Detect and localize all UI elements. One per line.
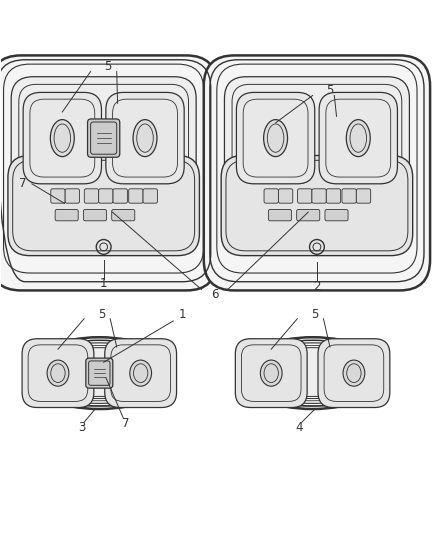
FancyBboxPatch shape (22, 339, 94, 408)
Text: 6: 6 (211, 288, 219, 301)
FancyBboxPatch shape (84, 189, 99, 203)
Ellipse shape (37, 348, 161, 399)
Text: 4: 4 (296, 421, 303, 434)
FancyBboxPatch shape (279, 189, 293, 203)
FancyBboxPatch shape (268, 209, 291, 221)
FancyBboxPatch shape (11, 77, 196, 204)
FancyBboxPatch shape (143, 189, 157, 203)
FancyBboxPatch shape (86, 358, 113, 388)
Text: 2: 2 (313, 280, 321, 293)
FancyBboxPatch shape (99, 189, 113, 203)
FancyBboxPatch shape (113, 189, 127, 203)
FancyBboxPatch shape (224, 77, 410, 204)
FancyBboxPatch shape (106, 92, 184, 184)
FancyBboxPatch shape (325, 209, 348, 221)
FancyBboxPatch shape (312, 189, 326, 203)
FancyBboxPatch shape (318, 339, 390, 408)
FancyBboxPatch shape (112, 209, 135, 221)
FancyBboxPatch shape (129, 189, 143, 203)
FancyBboxPatch shape (0, 55, 217, 290)
FancyBboxPatch shape (237, 92, 315, 184)
FancyBboxPatch shape (297, 189, 312, 203)
FancyBboxPatch shape (264, 189, 279, 203)
FancyBboxPatch shape (235, 339, 307, 408)
Ellipse shape (251, 348, 374, 399)
FancyBboxPatch shape (51, 189, 65, 203)
FancyBboxPatch shape (65, 189, 80, 203)
Ellipse shape (47, 360, 69, 386)
Text: 3: 3 (78, 421, 85, 434)
Text: 5: 5 (326, 84, 334, 96)
FancyBboxPatch shape (83, 209, 106, 221)
Ellipse shape (264, 119, 288, 157)
Text: 5: 5 (104, 60, 112, 73)
Ellipse shape (50, 119, 74, 157)
FancyBboxPatch shape (221, 156, 413, 256)
Text: 5: 5 (311, 308, 318, 321)
Ellipse shape (130, 360, 152, 386)
Ellipse shape (343, 360, 365, 386)
Ellipse shape (346, 119, 370, 157)
FancyBboxPatch shape (8, 156, 199, 256)
FancyBboxPatch shape (297, 209, 320, 221)
FancyBboxPatch shape (342, 189, 356, 203)
FancyBboxPatch shape (88, 119, 120, 157)
Ellipse shape (239, 337, 387, 409)
Ellipse shape (260, 360, 282, 386)
Text: 1: 1 (100, 277, 107, 290)
FancyBboxPatch shape (326, 189, 341, 203)
Text: 1: 1 (178, 308, 186, 321)
FancyBboxPatch shape (204, 55, 430, 290)
FancyBboxPatch shape (105, 339, 177, 408)
Ellipse shape (25, 337, 173, 409)
FancyBboxPatch shape (55, 209, 78, 221)
FancyBboxPatch shape (23, 92, 102, 184)
Text: 7: 7 (19, 177, 27, 190)
FancyBboxPatch shape (319, 92, 397, 184)
Text: 7: 7 (122, 417, 129, 430)
FancyBboxPatch shape (356, 189, 371, 203)
Ellipse shape (133, 119, 157, 157)
Text: 5: 5 (98, 308, 105, 321)
